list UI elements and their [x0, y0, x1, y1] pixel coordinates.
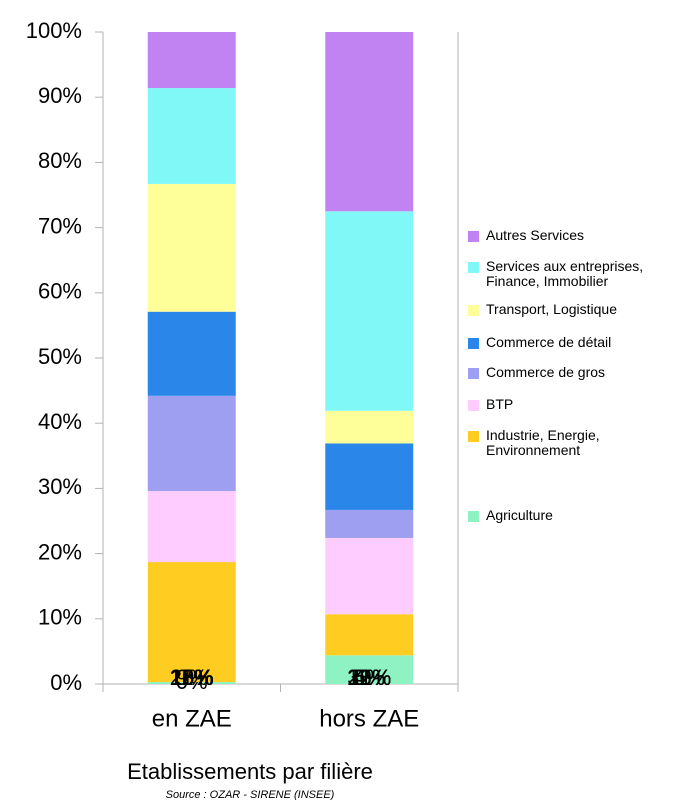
legend-label: Agriculture: [486, 507, 553, 523]
legend-label: BTP: [486, 396, 514, 412]
legend-label: Autres Services: [486, 227, 585, 243]
bar-segment: [147, 682, 236, 684]
legend-label: Industrie, Energie, Environnement: [486, 427, 600, 458]
chart-source: Source : OZAR - SIRENE (INSEE): [166, 789, 335, 800]
y-tick-label: 60%: [38, 279, 82, 304]
data-label: 15%: [170, 665, 214, 690]
data-label: 11%: [171, 665, 213, 690]
bar-segment: [325, 614, 414, 656]
data-label: 20%: [170, 665, 214, 690]
bar-segment: [325, 32, 414, 212]
data-label: 18%: [170, 665, 214, 690]
x-tick-label: hors ZAE: [319, 705, 419, 732]
bar-segment: [147, 88, 236, 184]
bar-segment: [325, 410, 414, 444]
data-label: 28%: [347, 665, 391, 690]
legend-swatch: [468, 305, 479, 316]
data-label: 13%: [170, 665, 214, 690]
legend-swatch: [468, 431, 479, 442]
y-tick-label: 30%: [38, 474, 82, 499]
bar-segment: [147, 32, 236, 89]
chart-title: Etablissements par filière: [127, 759, 373, 784]
bar-segment: [325, 211, 414, 411]
legend-swatch: [468, 368, 479, 379]
y-tick-label: 40%: [38, 409, 82, 434]
data-label: 31%: [347, 665, 391, 690]
data-label: 9%: [176, 665, 208, 690]
legend-swatch: [468, 511, 479, 522]
y-tick-label: 10%: [38, 605, 82, 630]
y-tick-label: 20%: [38, 539, 82, 564]
data-label: 6%: [353, 665, 385, 690]
legend-swatch: [468, 231, 479, 242]
data-label: 10%: [347, 665, 391, 690]
y-tick-label: 0%: [50, 670, 82, 695]
legend-swatch: [468, 400, 479, 411]
legend-swatch: [468, 338, 479, 349]
bar-segment: [147, 183, 236, 312]
data-label: 12%: [347, 665, 391, 690]
bar-segment: [325, 509, 414, 538]
legend-label: Commerce de détail: [486, 334, 612, 350]
bar-segment: [325, 655, 414, 684]
y-tick-label: 90%: [38, 83, 82, 108]
bar-segment: [147, 311, 236, 396]
legend-label: Transport, Logistique: [486, 301, 617, 317]
data-label: 5%: [353, 665, 385, 690]
y-tick-label: 50%: [38, 344, 82, 369]
bar-segment: [147, 562, 236, 683]
data-label: 4%: [353, 665, 385, 690]
legend-label: Commerce de gros: [486, 364, 606, 380]
x-tick-label: en ZAE: [152, 705, 232, 732]
data-label: 15%: [170, 665, 214, 690]
legend-label: Services aux entreprises, Finance, Immob…: [486, 258, 644, 289]
bar-segment: [325, 537, 414, 615]
y-tick-label: 70%: [38, 213, 82, 238]
bar-segment: [147, 491, 236, 563]
y-tick-label: 100%: [26, 18, 82, 43]
y-tick-label: 80%: [38, 148, 82, 173]
bar-segment: [147, 395, 236, 492]
legend-swatch: [468, 262, 479, 273]
data-label: 4%: [353, 665, 385, 690]
bar-segment: [325, 443, 414, 510]
